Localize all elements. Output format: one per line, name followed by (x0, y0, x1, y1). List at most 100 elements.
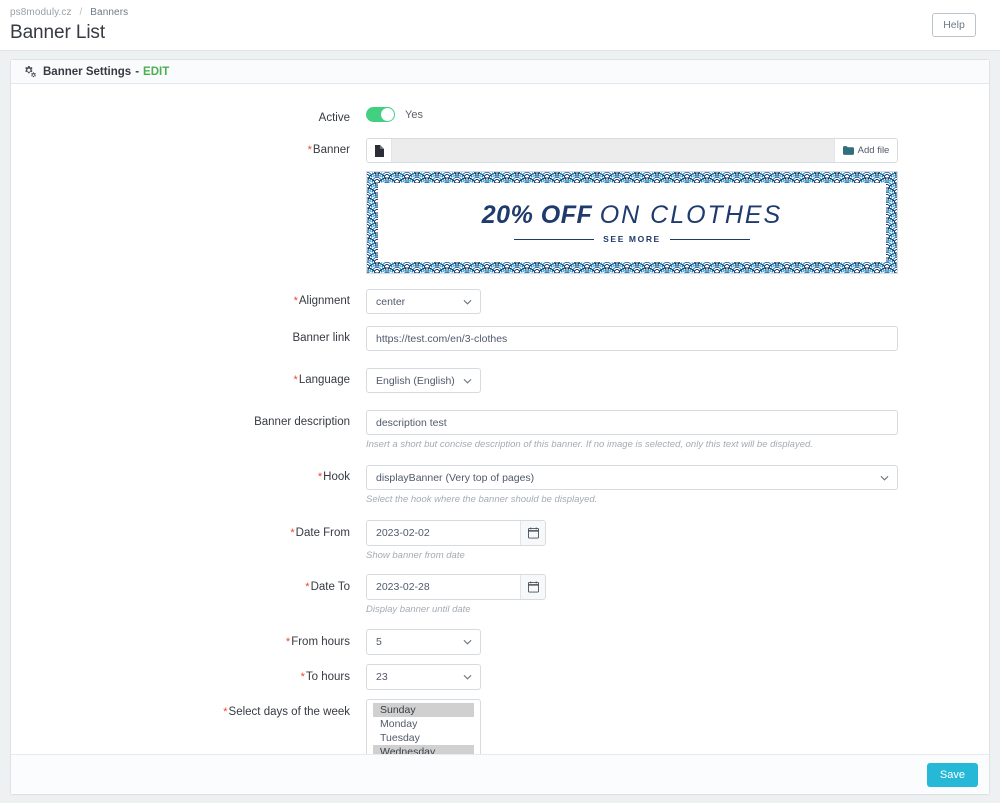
add-file-label: Add file (857, 145, 890, 156)
alignment-select[interactable]: center (366, 289, 481, 314)
from-hours-value: 5 (376, 636, 382, 648)
card-body: Active Yes *Banner (11, 84, 989, 754)
card-footer: Save (11, 754, 989, 794)
label-banner-description: Banner description (254, 416, 350, 428)
form-row-banner: *Banner (11, 138, 989, 274)
required-marker-alignment: * (293, 295, 298, 307)
breadcrumb: ps8moduly.cz / Banners (10, 5, 976, 19)
label-banner: *Banner (11, 138, 366, 158)
form-row-date-from: *Date From Show banner from da (11, 520, 989, 562)
day-option-tuesday[interactable]: Tuesday (380, 732, 420, 744)
required-marker-banner: * (307, 144, 312, 156)
file-icon (367, 139, 392, 162)
banner-file-input-group[interactable]: Add file (366, 138, 898, 163)
hook-value: displayBanner (Very top of pages) (376, 471, 535, 484)
card-title: Banner Settings (43, 65, 132, 78)
toggle-knob (381, 108, 394, 121)
form-row-days-of-week: *Select days of the week Sunday Monday T… (11, 699, 989, 754)
banner-description-input[interactable] (366, 410, 898, 435)
required-marker-to-hours: * (300, 671, 305, 683)
banner-subtext-row: SEE MORE (378, 234, 886, 244)
active-toggle[interactable] (366, 107, 395, 122)
alignment-value: center (376, 295, 406, 308)
banner-rule-right (669, 238, 750, 240)
page-header: ps8moduly.cz / Banners Banner List Help (0, 0, 1000, 51)
chevron-down-icon (463, 296, 472, 308)
breadcrumb-root[interactable]: ps8moduly.cz (10, 7, 72, 18)
card-title-dash: - (135, 65, 140, 78)
active-toggle-value: Yes (405, 108, 423, 121)
label-language-text: Language (298, 374, 350, 386)
required-marker-days: * (223, 706, 228, 718)
page-title: Banner List (10, 22, 106, 43)
required-marker-from-hours: * (285, 636, 291, 648)
banner-settings-card: Banner Settings - EDIT Active Yes (10, 59, 990, 795)
chevron-down-icon (463, 636, 472, 648)
label-language: *Language (11, 368, 366, 388)
date-from-group[interactable] (366, 520, 546, 546)
required-marker-date-from: * (290, 527, 295, 539)
add-file-button[interactable]: Add file (834, 139, 897, 162)
label-date-from: *Date From (11, 520, 366, 541)
label-to-hours: *To hours (11, 664, 366, 685)
label-hook-text: Hook (323, 471, 350, 483)
banner-headline-light: ON CLOTHES (599, 201, 783, 229)
language-select[interactable]: English (English) (366, 368, 481, 393)
hint-date-to: Display banner until date (366, 604, 471, 615)
banner-link-input[interactable] (366, 326, 898, 351)
day-option-sunday[interactable]: Sunday (373, 703, 474, 717)
save-button[interactable]: Save (926, 762, 978, 787)
form-row-to-hours: *To hours 23 (11, 664, 989, 690)
banner-preview-content: 20% OFF ON CLOTHES SEE MORE (378, 183, 886, 262)
banner-preview-image: 20% OFF ON CLOTHES SEE MORE (366, 171, 898, 274)
label-date-to-text: Date To (310, 581, 350, 593)
content-area: Banner Settings - EDIT Active Yes (0, 51, 1000, 803)
label-from-hours: *From hours (11, 629, 366, 650)
breadcrumb-current[interactable]: Banners (90, 7, 129, 18)
label-alignment-text: Alignment (298, 295, 350, 307)
date-to-input[interactable] (367, 575, 520, 599)
day-option-monday[interactable]: Monday (380, 718, 418, 730)
banner-headline-bold: 20% OFF (481, 201, 593, 229)
required-marker-hook: * (317, 471, 323, 483)
banner-headline: 20% OFF ON CLOTHES (482, 201, 782, 229)
label-hook: *Hook (11, 465, 366, 485)
label-banner-link: Banner link (292, 332, 350, 344)
form-row-hook: *Hook displayBanner (Very top of pages) … (11, 465, 989, 506)
chevron-down-icon (463, 375, 472, 387)
form-row-language: *Language English (English) (11, 368, 989, 393)
hook-select[interactable]: displayBanner (Very top of pages) (366, 465, 898, 490)
to-hours-select[interactable]: 23 (366, 664, 481, 690)
breadcrumb-separator: / (79, 7, 83, 18)
label-date-to: *Date To (11, 574, 366, 595)
days-of-week-multiselect[interactable]: Sunday Monday Tuesday Wednesday Thursday (366, 699, 481, 754)
date-from-calendar-button[interactable] (520, 521, 545, 545)
chevron-down-icon (463, 671, 472, 683)
label-banner-text: Banner (312, 144, 350, 156)
label-active: Active (318, 112, 350, 124)
required-marker-language: * (293, 374, 298, 386)
form-row-banner-description: Banner description Insert a short but co… (11, 410, 989, 451)
date-to-calendar-button[interactable] (520, 575, 545, 599)
card-title-edit: EDIT (143, 65, 170, 78)
to-hours-value: 23 (376, 671, 388, 683)
date-to-group[interactable] (366, 574, 546, 600)
label-date-from-text: Date From (295, 527, 350, 539)
hint-date-from: Show banner from date (366, 550, 465, 561)
label-alignment: *Alignment (11, 289, 366, 309)
day-option-wednesday[interactable]: Wednesday (373, 745, 474, 754)
form-row-date-to: *Date To Display banner until (11, 574, 989, 616)
date-from-input[interactable] (367, 521, 520, 545)
label-days-of-week-text: Select days of the week (228, 706, 350, 718)
banner-rule-left (514, 238, 595, 240)
form-row-from-hours: *From hours 5 (11, 629, 989, 655)
help-button[interactable]: Help (932, 13, 976, 37)
hint-banner-description: Insert a short but concise description o… (366, 439, 813, 450)
from-hours-select[interactable]: 5 (366, 629, 481, 655)
hint-hook: Select the hook where the banner should … (366, 494, 598, 505)
label-from-hours-text: From hours (291, 636, 350, 648)
cogs-icon (23, 65, 36, 78)
form-row-banner-link: Banner link (11, 326, 989, 351)
file-name-display (392, 139, 834, 162)
banner-see-more: SEE MORE (603, 234, 661, 244)
